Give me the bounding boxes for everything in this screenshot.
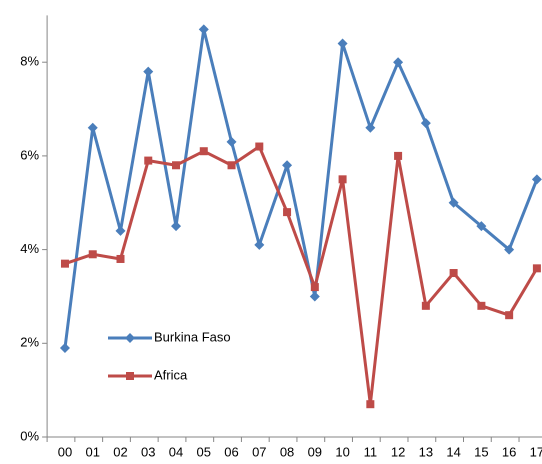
x-tick-label: 05 bbox=[197, 444, 211, 459]
x-tick-label: 16 bbox=[502, 444, 516, 459]
x-tick-label: 00 bbox=[58, 444, 72, 459]
series-line bbox=[63, 27, 539, 349]
y-tick-label: 8% bbox=[20, 54, 39, 69]
data-point bbox=[171, 221, 182, 232]
data-point bbox=[393, 57, 404, 68]
data-point bbox=[144, 156, 153, 165]
data-point bbox=[255, 142, 264, 151]
data-point bbox=[309, 291, 320, 302]
data-point bbox=[449, 269, 458, 278]
legend-marker bbox=[126, 372, 134, 380]
data-point bbox=[60, 259, 69, 268]
data-point bbox=[59, 342, 70, 353]
data-point bbox=[116, 254, 125, 263]
legend-label: Burkina Faso bbox=[154, 329, 231, 344]
y-tick-label: 4% bbox=[20, 241, 39, 256]
data-point bbox=[477, 301, 486, 310]
x-tick-label: 01 bbox=[86, 444, 100, 459]
data-point bbox=[421, 301, 430, 310]
data-point bbox=[199, 147, 208, 156]
data-point bbox=[531, 174, 542, 185]
data-point bbox=[310, 283, 319, 292]
data-point bbox=[283, 208, 292, 217]
data-point bbox=[338, 175, 347, 184]
data-point bbox=[88, 250, 97, 259]
data-point bbox=[394, 151, 403, 160]
data-point bbox=[366, 400, 375, 409]
x-tick-label: 02 bbox=[113, 444, 127, 459]
data-point bbox=[254, 239, 265, 250]
data-point bbox=[227, 161, 236, 170]
data-point bbox=[226, 136, 237, 147]
x-tick-label: 15 bbox=[474, 444, 488, 459]
data-point bbox=[337, 38, 348, 49]
x-tick-label: 08 bbox=[280, 444, 294, 459]
legend-marker bbox=[125, 333, 135, 343]
data-point bbox=[505, 311, 514, 320]
x-tick-label: 07 bbox=[252, 444, 266, 459]
series-line bbox=[64, 145, 539, 406]
data-point bbox=[198, 24, 209, 35]
x-tick-label: 14 bbox=[446, 444, 460, 459]
y-tick-label: 0% bbox=[20, 428, 39, 443]
data-point bbox=[87, 122, 98, 133]
x-tick-label: 11 bbox=[364, 444, 378, 459]
y-tick-label: 2% bbox=[20, 335, 39, 350]
data-point bbox=[115, 225, 126, 236]
x-tick-label: 12 bbox=[391, 444, 405, 459]
legend-label: Africa bbox=[154, 367, 188, 382]
data-point bbox=[448, 197, 459, 208]
data-point bbox=[143, 66, 154, 77]
x-tick-label: 09 bbox=[308, 444, 322, 459]
x-tick-label: 17 bbox=[530, 444, 542, 459]
x-tick-label: 06 bbox=[224, 444, 238, 459]
data-point bbox=[172, 161, 181, 170]
data-point bbox=[476, 221, 487, 232]
x-tick-label: 10 bbox=[335, 444, 349, 459]
y-tick-label: 6% bbox=[20, 147, 39, 162]
data-point bbox=[532, 264, 541, 273]
data-point bbox=[504, 244, 515, 255]
x-tick-label: 03 bbox=[141, 444, 155, 459]
x-tick-label: 04 bbox=[169, 444, 183, 459]
x-tick-label: 13 bbox=[419, 444, 433, 459]
data-point bbox=[282, 160, 293, 171]
data-point bbox=[365, 122, 376, 133]
data-point bbox=[420, 118, 431, 129]
